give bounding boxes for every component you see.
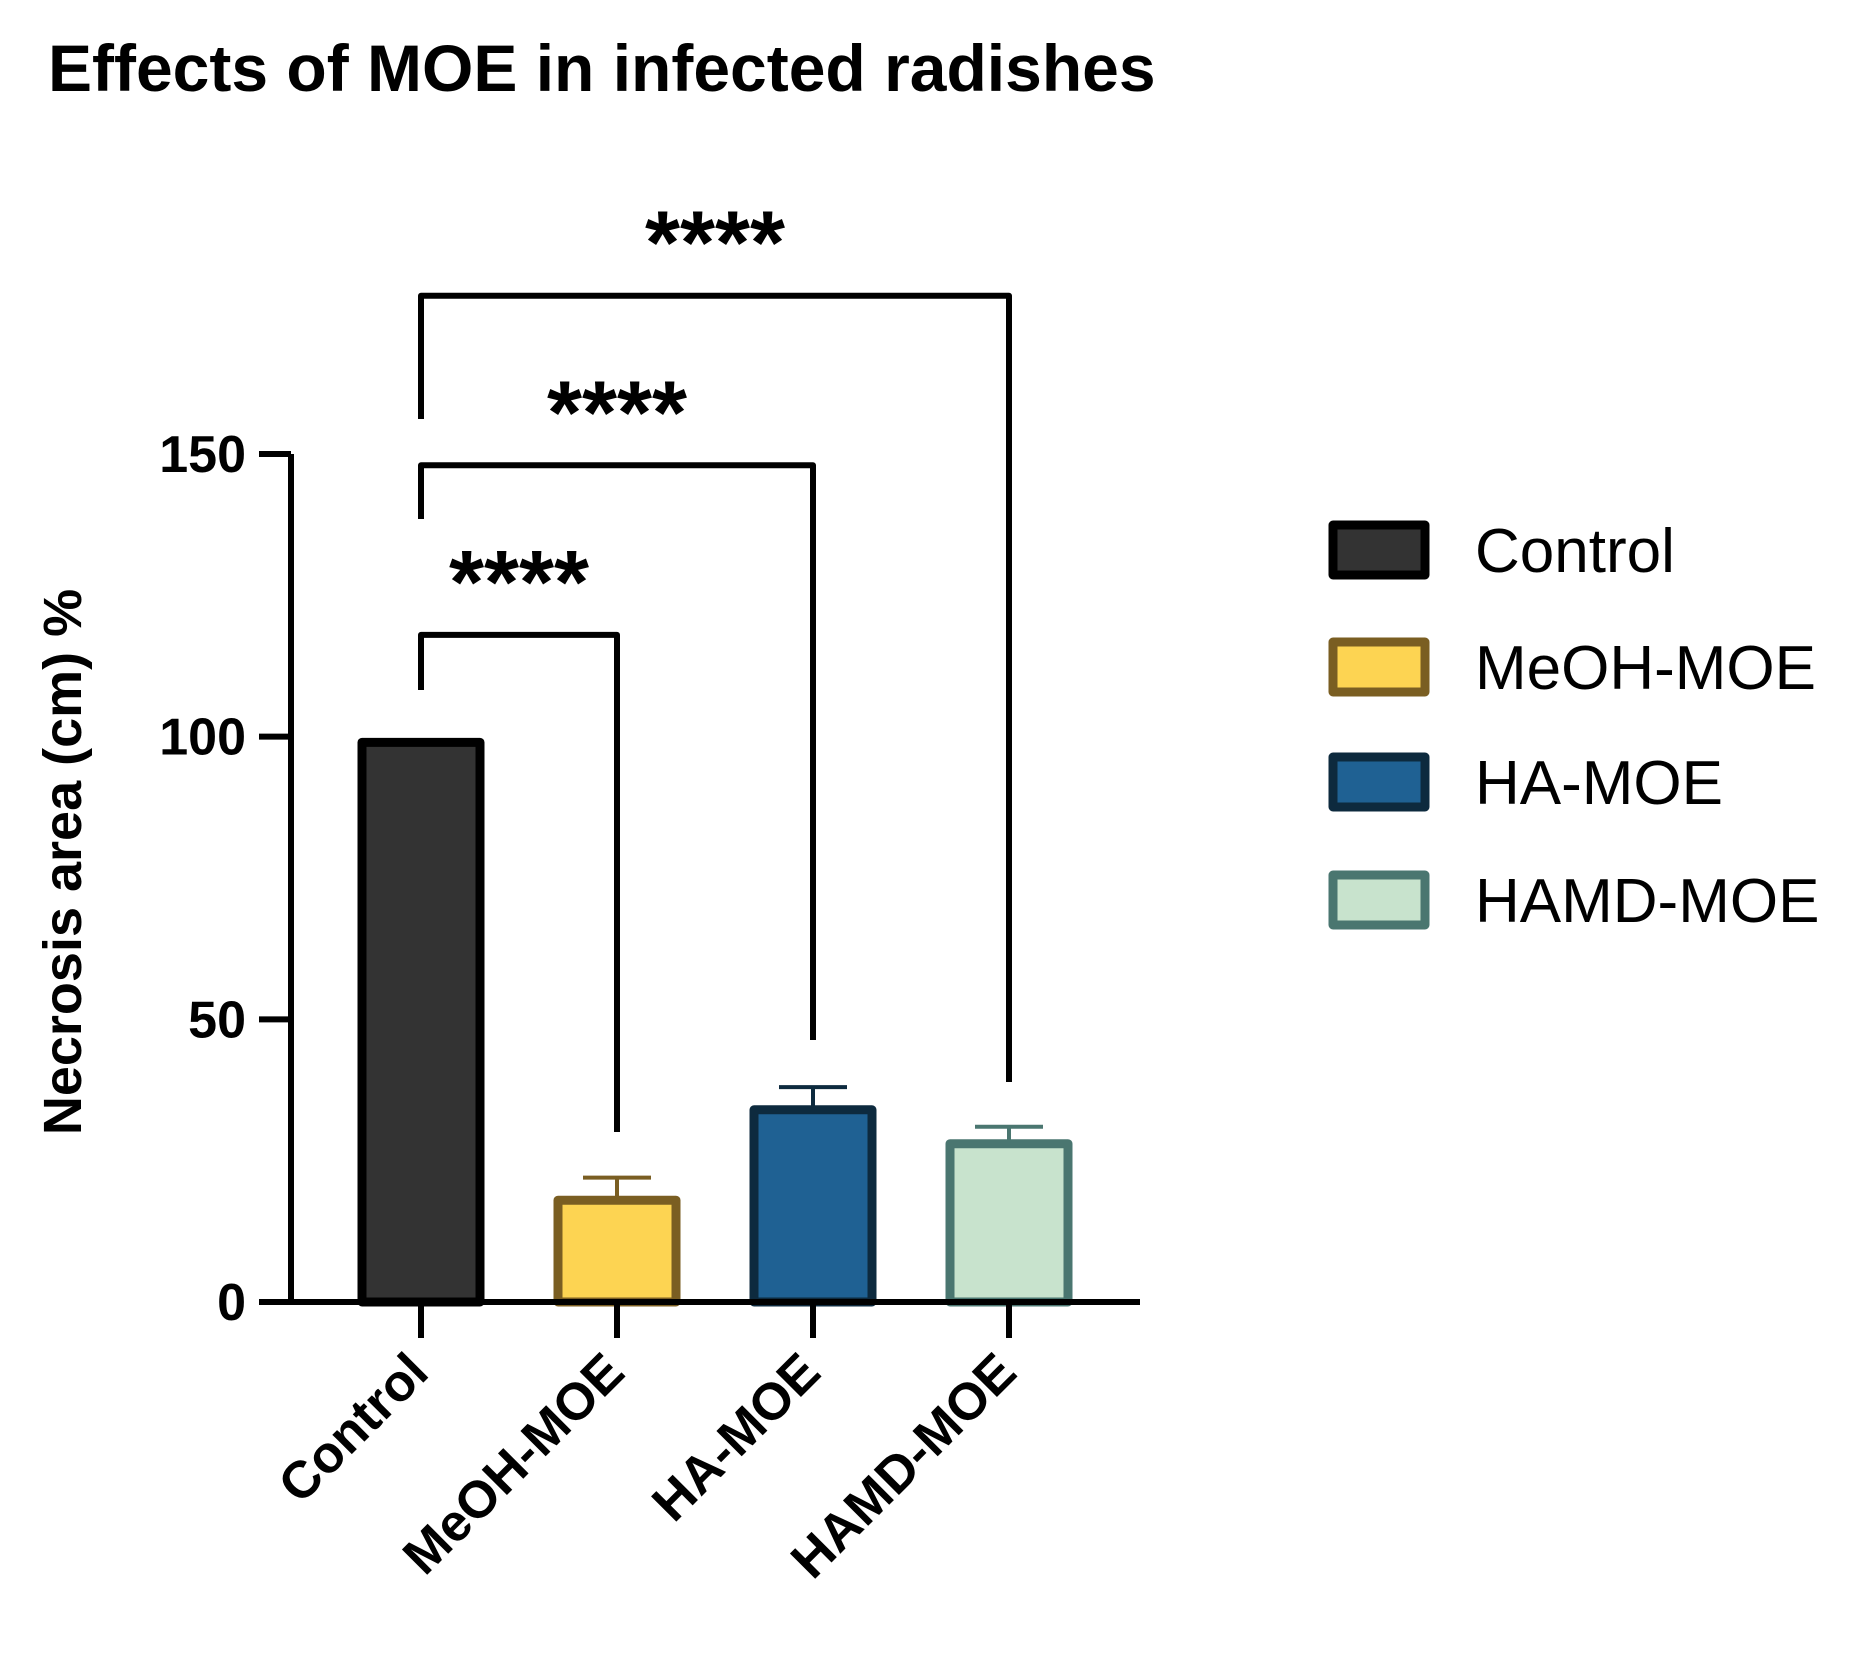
legend-swatch-ha-moe (1328, 752, 1430, 812)
bars (357, 737, 1073, 1307)
x-tick-label-control: Control (268, 1342, 440, 1514)
significance-label-meoh-moe: **** (449, 533, 589, 633)
significance-bracket-hamd-moe (418, 292, 1012, 1082)
significance-bracket-ha-moe (418, 462, 816, 1040)
legend-swatch-hamd-moe (1328, 870, 1430, 930)
legend-label-meoh-moe: MeOH-MOE (1475, 634, 1816, 703)
legend-label-hamd-moe: HAMD-MOE (1475, 867, 1819, 936)
error-bars (583, 1085, 1043, 1201)
y-tick-label: 0 (217, 1274, 246, 1332)
bar-ha-moe (749, 1105, 877, 1307)
x-tick-label-ha-moe: HA-MOE (641, 1342, 831, 1532)
bar-meoh-moe (553, 1195, 681, 1307)
legend: Control MeOH-MOE HA-MOE HAMD-MOE (1328, 517, 1819, 936)
bar-hamd-moe (945, 1139, 1073, 1307)
axes (259, 454, 1140, 1305)
y-tick-label: 100 (159, 709, 246, 767)
legend-label-control: Control (1475, 517, 1675, 586)
legend-label-ha-moe: HA-MOE (1475, 749, 1723, 818)
significance-brackets: **** **** **** (418, 194, 1012, 1132)
y-axis-label: Necrosis area (cm) % (33, 589, 93, 1135)
y-axis-ticks: 0 50 100 150 (159, 426, 291, 1332)
legend-swatch-control (1328, 520, 1430, 580)
y-tick-label: 50 (188, 991, 246, 1049)
legend-swatch-meoh-moe (1328, 637, 1430, 697)
significance-label-ha-moe: **** (547, 363, 687, 463)
significance-bracket-meoh-moe (418, 631, 620, 1132)
significance-label-hamd-moe: **** (645, 194, 785, 294)
bar-control (357, 737, 485, 1307)
chart-title: Effects of MOE in infected radishes (48, 31, 1156, 105)
y-tick-label: 150 (159, 426, 246, 484)
